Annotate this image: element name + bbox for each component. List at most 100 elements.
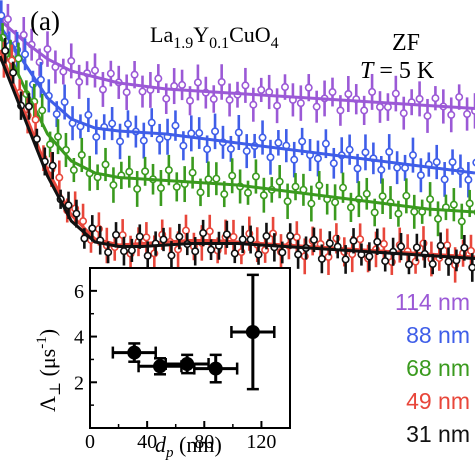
data-point: [249, 100, 258, 109]
fit-line: [0, 34, 475, 214]
data-point: [225, 95, 234, 104]
inset-xtick-label: 80: [194, 431, 214, 453]
inset-ylabel-group: Λ⊥ (μs-1): [34, 329, 64, 412]
data-point: [234, 128, 243, 137]
data-point: [14, 54, 23, 63]
data-point: [175, 232, 184, 241]
data-point: [432, 158, 441, 167]
data-point: [266, 153, 275, 162]
data-point: [19, 30, 28, 39]
data-point: [294, 250, 303, 259]
inset-xtick-label: 40: [137, 431, 157, 453]
data-point: [171, 121, 180, 130]
data-point: [147, 118, 156, 127]
data-point: [312, 102, 321, 111]
data-point: [9, 68, 18, 77]
data-point: [127, 246, 136, 255]
data-point: [278, 248, 287, 257]
data-point: [304, 83, 313, 92]
data-point: [383, 103, 392, 112]
data-point: [457, 217, 466, 226]
data-point: [307, 199, 316, 208]
data-point: [135, 232, 144, 241]
data-point: [426, 195, 435, 204]
data-point: [447, 110, 456, 119]
data-point: [228, 171, 237, 180]
data-point: [186, 96, 195, 105]
data-point: [341, 255, 350, 264]
data-point: [1, 46, 10, 55]
temperature-label: T = 5 K: [360, 58, 435, 84]
legend-entry: 88 nm: [406, 322, 470, 348]
data-point: [77, 150, 86, 159]
inset-ytick-label: 2: [74, 372, 84, 394]
data-point: [336, 106, 345, 115]
data-point: [222, 230, 231, 239]
data-point: [394, 209, 403, 218]
data-point: [329, 159, 338, 168]
data-point: [172, 182, 181, 191]
data-point: [79, 217, 88, 226]
data-point: [379, 239, 388, 248]
inset-data-point: [245, 325, 260, 339]
data-point: [365, 252, 374, 261]
data-point: [142, 233, 151, 242]
data-point: [91, 66, 100, 75]
data-point: [138, 87, 147, 96]
data-point: [385, 147, 394, 156]
data-point: [321, 139, 330, 148]
data-point: [275, 177, 284, 186]
data-point: [104, 248, 113, 257]
data-point: [64, 201, 73, 210]
data-point: [199, 229, 208, 238]
data-point: [112, 230, 121, 239]
data-point: [241, 81, 250, 90]
data-point: [286, 232, 295, 241]
data-point: [313, 154, 322, 163]
data-point: [141, 167, 150, 176]
data-point: [257, 85, 266, 94]
data-point: [466, 246, 475, 255]
data-point: [139, 136, 148, 145]
data-point: [98, 85, 107, 94]
series-68-nm: [0, 23, 475, 240]
data-point: [290, 155, 299, 164]
data-point: [60, 98, 69, 107]
data-point: [220, 190, 229, 199]
data-point: [349, 236, 358, 245]
data-point: [346, 203, 355, 212]
data-point: [88, 224, 97, 233]
data-point: [69, 166, 78, 175]
inset-xtick-label: 120: [246, 431, 276, 453]
data-point: [54, 132, 63, 141]
data-point: [465, 199, 474, 208]
series-114-nm: [0, 1, 475, 133]
data-point: [404, 260, 413, 269]
data-point: [164, 166, 173, 175]
data-point: [375, 103, 384, 112]
data-point: [455, 93, 464, 102]
data-point: [156, 183, 165, 192]
inset-plot-data: [111, 273, 276, 391]
panel-label: (a): [30, 6, 60, 36]
data-point: [108, 119, 117, 128]
data-point: [317, 254, 326, 263]
inset-ytick-label: 4: [74, 327, 84, 349]
data-point: [431, 94, 440, 103]
data-point: [238, 235, 247, 244]
data-point: [55, 173, 64, 182]
data-point: [230, 249, 239, 258]
data-point: [130, 70, 139, 79]
data-point: [204, 175, 213, 184]
data-point: [46, 140, 55, 149]
data-point: [460, 243, 469, 252]
data-point: [203, 145, 212, 154]
data-point: [464, 175, 473, 184]
inset-data-point: [153, 359, 167, 374]
data-point: [397, 242, 406, 251]
data-point: [72, 209, 81, 218]
inset-data-point: [208, 361, 223, 376]
data-point: [0, 11, 6, 20]
data-point: [434, 214, 443, 223]
inset-ytick-label: 6: [74, 281, 84, 303]
